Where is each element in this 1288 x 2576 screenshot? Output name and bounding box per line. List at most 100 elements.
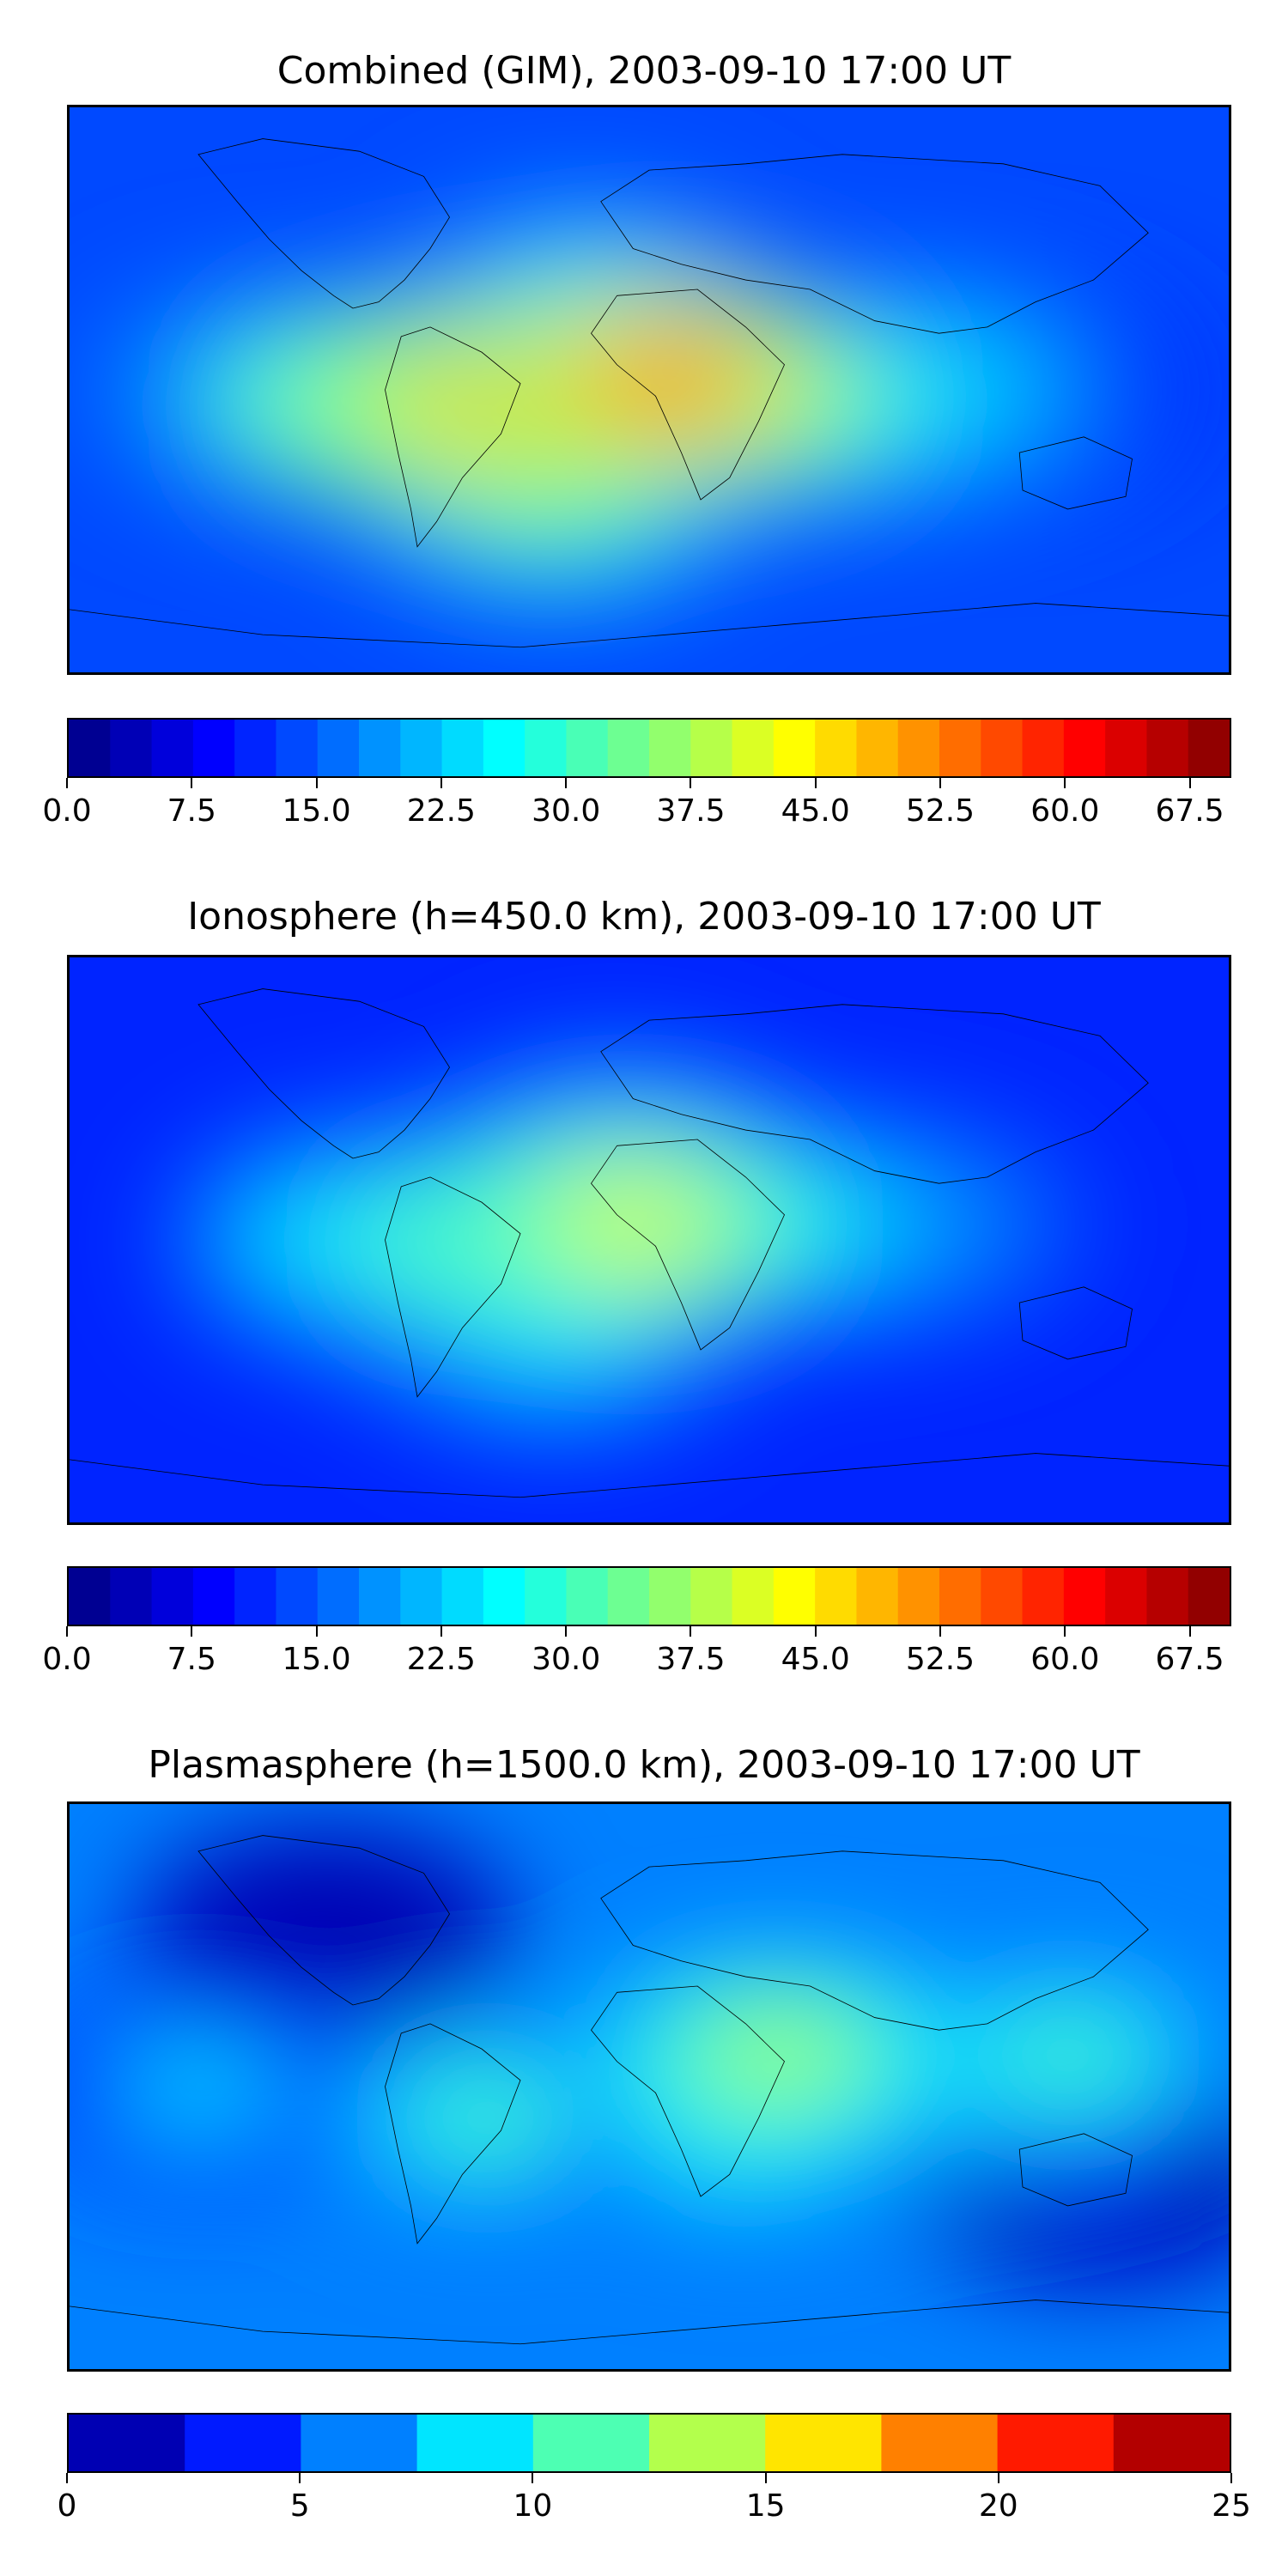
colorbar [67,718,1231,778]
coastline [1019,2134,1132,2206]
colorbar-tick-label: 5 [289,2488,310,2524]
colorbar-segment [773,1568,816,1625]
colorbar-tick-label: 22.5 [406,793,476,829]
colorbar-segment [1063,720,1106,776]
colorbar-tick-label: 37.5 [656,1642,726,1677]
colorbar-tick [690,778,692,788]
colorbar-segment [1188,1568,1230,1625]
colorbar-segment [110,1568,153,1625]
colorbar-segment [69,1568,111,1625]
colorbar-tick-label: 20 [978,2488,1018,2524]
colorbar-tick [814,778,817,788]
colorbar-segment [1063,1568,1106,1625]
colorbar-tick-label: 0 [57,2488,77,2524]
coastline [198,1836,450,2005]
colorbar-segment [359,720,401,776]
colorbar-segment [607,1568,650,1625]
coastline [592,1986,785,2196]
colorbar [67,1566,1231,1626]
colorbar-segment [317,720,360,776]
chart-title: Plasmasphere (h=1500.0 km), 2003-09-10 1… [148,1743,1140,1787]
colorbar-segment [607,720,650,776]
colorbar-tick [315,778,318,788]
colorbar-tick-label: 52.5 [905,1642,975,1677]
colorbar-tick [299,2473,301,2483]
colorbar-tick-label: 0.0 [42,1642,92,1677]
colorbar-segment [151,720,194,776]
colorbar-segment [897,720,940,776]
colorbar-segment [815,720,858,776]
colorbar-segment [939,1568,981,1625]
colorbar-tick-label: 60.0 [1030,1642,1100,1677]
colorbar-segment [483,1568,526,1625]
colorbar-segment [939,720,981,776]
colorbar-segment [301,2415,418,2471]
tec-field-region [131,2049,266,2124]
colorbar-segment [532,2415,650,2471]
colorbar-tick-label: 0.0 [42,793,92,829]
colorbar-ticks: 0 5 10 15 20 25 [58,2473,1251,2524]
colorbar-tick-label: 22.5 [406,1642,476,1677]
colorbar-segment [234,720,277,776]
colorbar-tick [939,1626,941,1637]
panel-ionosphere: Ionosphere (h=450.0 km), 2003-09-10 17:0… [42,895,1231,1677]
colorbar-segment [981,1568,1024,1625]
coastline [601,1005,1149,1183]
colorbar-tick-label: 60.0 [1030,793,1100,829]
coastline [592,1139,785,1350]
chart-title: Ionosphere (h=450.0 km), 2003-09-10 17:0… [187,895,1101,939]
colorbar-tick-label: 10 [513,2488,553,2524]
coastline [386,1177,521,1397]
colorbar-tick-label: 52.5 [905,793,975,829]
colorbar-segment [483,720,526,776]
colorbar-tick [66,778,68,788]
colorbar-segment [815,1568,858,1625]
colorbar-tick [565,1626,568,1637]
colorbar-segment [1146,720,1189,776]
colorbar-segment [732,720,775,776]
tec-field-region [420,2081,556,2156]
colorbar-segment [441,1568,484,1625]
colorbar-tick-label: 7.5 [167,793,216,829]
colorbar-segment [897,1568,940,1625]
colorbar-segment [1188,720,1230,776]
colorbar-segment [856,1568,899,1625]
colorbar-tick [191,1626,193,1637]
colorbar-tick-label: 67.5 [1155,1642,1224,1677]
colorbar-tick [66,2473,68,2483]
tec-map [67,105,1231,675]
colorbar-svg [69,720,1230,776]
colorbar-segment [525,720,568,776]
colorbar-segment [400,720,443,776]
tec-field-region [598,346,733,422]
colorbar-segment [997,2415,1115,2471]
colorbar-segment [525,1568,568,1625]
colorbar-tick [939,778,941,788]
colorbar-segment [981,720,1024,776]
tec-map [67,955,1231,1525]
colorbar-tick [66,1626,68,1637]
coastline [70,2300,1229,2344]
colorbar-tick-label: 7.5 [167,1642,216,1677]
colorbar-segment [649,2415,766,2471]
tec-map [67,1801,1231,2372]
coastline [601,155,1149,333]
colorbar-segment [69,720,111,776]
tec-field-region [565,1187,701,1262]
colorbar-tick [532,2473,534,2483]
coastline [601,1851,1149,2030]
colorbar-svg [69,2415,1230,2471]
colorbar-tick-label: 30.0 [532,1642,601,1677]
colorbar-segment [185,2415,302,2471]
colorbar-segment [276,720,319,776]
colorbar-segment [192,1568,235,1625]
colorbar-ticks: 0.0 7.5 15.0 22.5 30.0 37.5 45.0 52.5 60.0 67.5 [42,778,1231,829]
colorbar-segment [649,720,691,776]
colorbar-tick [690,1626,692,1637]
colorbar-segment [69,2415,185,2471]
colorbar-segment [881,2415,999,2471]
colorbar-segment [151,1568,194,1625]
colorbar-tick-label: 37.5 [656,793,726,829]
colorbar-tick [315,1626,318,1637]
colorbar-tick-label: 25 [1212,2488,1251,2524]
